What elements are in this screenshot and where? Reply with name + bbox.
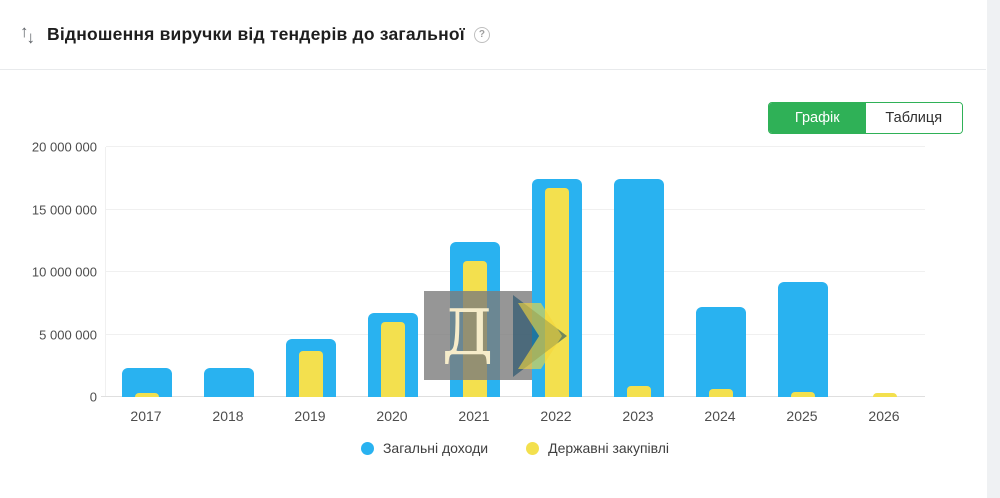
x-axis-label-2024: 2024 xyxy=(704,408,736,424)
x-axis-labels: 2017 2018 2019 2020 2021 2022 2023 2024 2025 2026 xyxy=(105,408,925,424)
bar-2025-series-1[interactable] xyxy=(791,392,815,397)
x-axis-label-2021: 2021 xyxy=(458,408,490,424)
bar-2025-series-0[interactable] xyxy=(778,282,828,397)
x-axis-label-2022: 2022 xyxy=(540,408,572,424)
gridline xyxy=(106,146,925,147)
x-axis-label-2019: 2019 xyxy=(294,408,326,424)
legend-dot-icon xyxy=(526,441,540,455)
bar-2026-series-1[interactable] xyxy=(873,393,897,397)
gridline xyxy=(106,208,925,210)
y-axis-labels: 0 5 000 000 10 000 000 15 000 000 20 000 000 xyxy=(20,140,97,405)
x-axis-label-2025: 2025 xyxy=(786,408,818,424)
bar-2024-series-0[interactable] xyxy=(696,307,746,397)
chart-legend: Загальні доходи Державні закупівлі xyxy=(105,440,925,456)
gridline xyxy=(106,271,925,272)
bar-2024-series-1[interactable] xyxy=(709,389,733,397)
gridline xyxy=(101,396,925,397)
bar-2019-series-1[interactable] xyxy=(299,351,323,397)
view-toggle: Графік Таблиця xyxy=(768,102,963,134)
bar-2022-series-1[interactable] xyxy=(545,188,569,397)
y-axis-tick-label: 0 xyxy=(89,389,97,405)
y-axis-tick-label: 20 000 000 xyxy=(31,139,97,155)
plot-area xyxy=(101,146,925,397)
bar-2023-series-1[interactable] xyxy=(627,386,651,397)
legend-dot-icon xyxy=(360,441,374,455)
legend-item-0[interactable]: Загальні доходи xyxy=(360,440,489,456)
x-axis-label-2017: 2017 xyxy=(130,408,162,424)
bar-2018-series-0[interactable] xyxy=(204,368,254,397)
x-axis-label-2026: 2026 xyxy=(868,408,900,424)
legend-item-1[interactable]: Державні закупівлі xyxy=(526,440,669,456)
page-side-strip xyxy=(987,0,1000,498)
tab-chart[interactable]: Графік xyxy=(769,103,866,133)
x-axis-label-2023: 2023 xyxy=(622,408,654,424)
legend-label: Державні закупівлі xyxy=(548,440,670,456)
bar-2017-series-1[interactable] xyxy=(135,393,159,397)
bar-2017-series-0[interactable] xyxy=(122,368,172,397)
legend-label: Загальні доходи xyxy=(382,440,489,456)
bar-2023-series-0[interactable] xyxy=(614,179,664,397)
tab-table[interactable]: Таблиця xyxy=(865,103,962,133)
help-icon[interactable]: ? xyxy=(473,26,490,43)
widget-header: ↑ ↓ Відношення виручки від тендерів до з… xyxy=(0,0,986,70)
bar-2021-series-1[interactable] xyxy=(463,261,487,397)
x-axis-label-2018: 2018 xyxy=(212,408,244,424)
y-axis-tick-label: 10 000 000 xyxy=(31,264,97,280)
bar-2020-series-1[interactable] xyxy=(381,322,405,397)
page-title: Відношення виручки від тендерів до загал… xyxy=(47,24,465,44)
y-axis-tick-label: 15 000 000 xyxy=(31,202,97,217)
y-axis-tick-label: 5 000 000 xyxy=(39,327,97,342)
sort-arrows-icon: ↑ ↓ xyxy=(20,21,35,47)
x-axis-label-2020: 2020 xyxy=(376,408,408,424)
